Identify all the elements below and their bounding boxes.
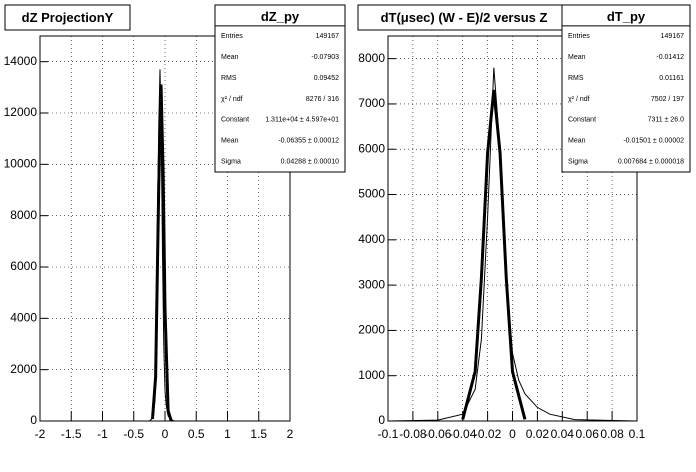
y-tick-label: 14000 bbox=[4, 54, 38, 68]
stats-value: 8276 / 316 bbox=[306, 96, 339, 103]
y-tick-label: 6000 bbox=[10, 259, 37, 273]
stats-label: Sigma bbox=[568, 158, 588, 165]
stats-box bbox=[561, 4, 691, 173]
x-tick-label: 0.02 bbox=[526, 427, 550, 441]
x-tick-label: 2 bbox=[287, 427, 294, 441]
x-tick-label: -0.06 bbox=[424, 427, 452, 441]
stats-value: 7311 ± 26.0 bbox=[648, 117, 685, 124]
x-tick-label: -0.04 bbox=[449, 427, 477, 441]
stats-label: Entries bbox=[568, 33, 590, 40]
stats-value: 149167 bbox=[661, 33, 684, 40]
stats-label: χ² / ndf bbox=[568, 96, 590, 103]
stats-title: dZ_py bbox=[261, 9, 300, 24]
stats-label: Mean bbox=[221, 138, 239, 145]
y-tick-label: 0 bbox=[378, 413, 385, 427]
x-tick-label: -0.02 bbox=[474, 427, 502, 441]
x-tick-label: -0.5 bbox=[123, 427, 144, 441]
histogram-line bbox=[461, 89, 527, 420]
x-tick-label: 0.1 bbox=[629, 427, 646, 441]
stats-label: Constant bbox=[568, 117, 596, 124]
y-tick-label: 4000 bbox=[358, 232, 385, 246]
stats-label: Constant bbox=[221, 117, 249, 124]
stats-value: 0.01161 bbox=[659, 75, 684, 82]
x-tick-label: -1 bbox=[97, 427, 108, 441]
x-tick-label: 1 bbox=[224, 427, 231, 441]
x-tick-label: 0 bbox=[162, 427, 169, 441]
x-tick-label: 0.06 bbox=[576, 427, 600, 441]
stats-label: Entries bbox=[221, 33, 243, 40]
y-tick-label: 2000 bbox=[358, 323, 385, 337]
stats-label: RMS bbox=[221, 75, 237, 82]
y-tick-label: 0 bbox=[30, 413, 37, 427]
stats-value: 0.007684 ± 0.000018 bbox=[618, 158, 684, 165]
chart-title: dT(μsec) (W - E)/2 versus Z bbox=[381, 10, 548, 25]
x-tick-label: 0.08 bbox=[600, 427, 624, 441]
y-tick-label: 2000 bbox=[10, 362, 37, 376]
stats-label: Sigma bbox=[221, 158, 241, 165]
stats-value: 0.09452 bbox=[314, 75, 339, 82]
title-box bbox=[357, 4, 571, 31]
x-tick-label: -2 bbox=[35, 427, 46, 441]
x-tick-label: 1.5 bbox=[250, 427, 267, 441]
stats-value: 7502 / 197 bbox=[651, 96, 684, 103]
stats-value: -0.01501 ± 0.00002 bbox=[623, 138, 684, 145]
y-tick-label: 3000 bbox=[358, 277, 385, 291]
stats-value: -0.07903 bbox=[311, 54, 339, 61]
y-tick-label: 5000 bbox=[358, 187, 385, 201]
y-tick-label: 1000 bbox=[358, 368, 385, 382]
stats-value: 149167 bbox=[316, 33, 339, 40]
stats-value: 0.04288 ± 0.00010 bbox=[281, 158, 339, 165]
stats-box bbox=[214, 4, 346, 173]
y-tick-label: 6000 bbox=[358, 141, 385, 155]
stats-value: -0.01412 bbox=[656, 54, 684, 61]
x-tick-label: 0.04 bbox=[551, 427, 575, 441]
y-tick-label: 10000 bbox=[4, 157, 38, 171]
y-tick-label: 8000 bbox=[10, 208, 37, 222]
stats-label: Mean bbox=[221, 54, 239, 61]
y-tick-label: 7000 bbox=[358, 96, 385, 110]
stats-value: -0.06355 ± 0.00012 bbox=[278, 138, 339, 145]
x-tick-label: -0.1 bbox=[378, 427, 399, 441]
stats-label: χ² / ndf bbox=[221, 96, 243, 103]
title-box bbox=[4, 4, 131, 31]
y-tick-label: 8000 bbox=[358, 51, 385, 65]
y-tick-label: 4000 bbox=[10, 311, 37, 325]
x-tick-label: -0.08 bbox=[399, 427, 427, 441]
chart-title: dZ ProjectionY bbox=[22, 10, 114, 25]
x-tick-label: 0 bbox=[509, 427, 516, 441]
x-tick-label: -1.5 bbox=[61, 427, 82, 441]
y-tick-label: 12000 bbox=[4, 105, 38, 119]
stats-title: dT_py bbox=[607, 9, 646, 24]
stats-label: Mean bbox=[568, 54, 586, 61]
stats-label: Mean bbox=[568, 138, 586, 145]
histogram-line bbox=[151, 84, 173, 422]
stats-value: 1.311e+04 ± 4.597e+01 bbox=[265, 117, 339, 124]
stats-label: RMS bbox=[568, 75, 584, 82]
x-tick-label: 0.5 bbox=[188, 427, 205, 441]
